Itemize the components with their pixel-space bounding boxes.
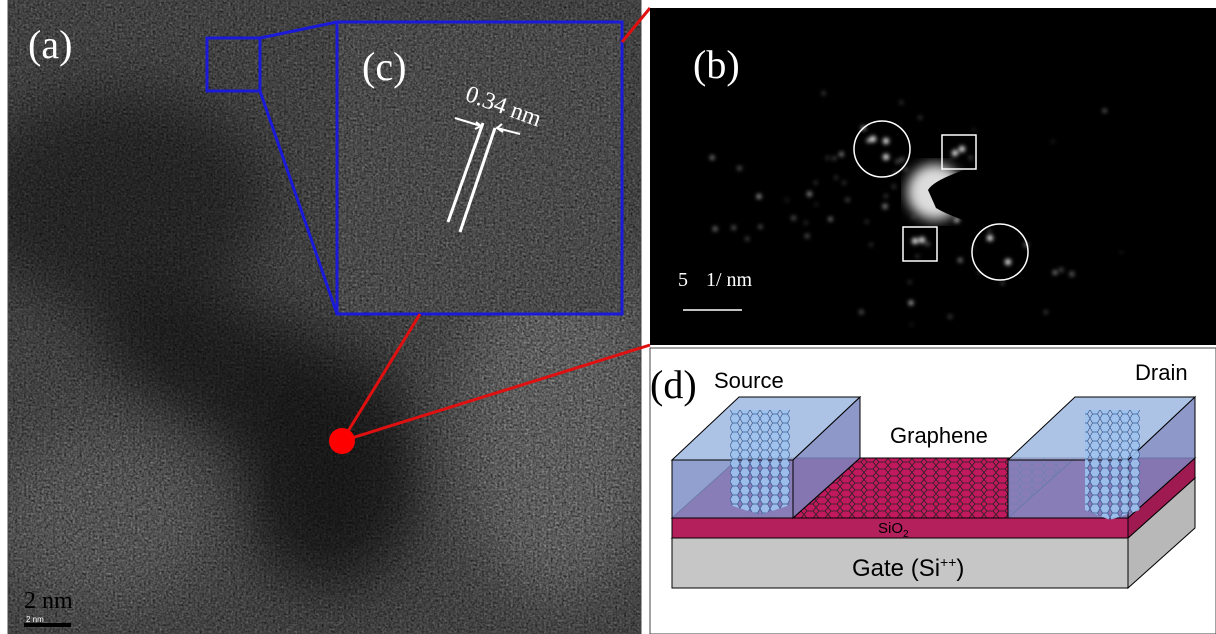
scale-bar	[24, 623, 71, 627]
drain-label: Drain	[1135, 360, 1188, 385]
panel-label: (d)	[650, 362, 697, 407]
scale-bar-label-small: 2 nm	[26, 615, 44, 624]
gate-base: Gate (Si	[852, 555, 940, 582]
panel-label: (b)	[693, 42, 740, 87]
scale-bar-label: 2 nm	[24, 588, 73, 614]
gate-sup: ++	[940, 554, 956, 570]
figure: (a) 2 nm 2 nm (c) 0.34 nm (b) 5 1/ nm (d…	[0, 0, 1216, 634]
scale-unit: 1/ nm	[706, 269, 753, 291]
panel-label: (a)	[28, 22, 72, 67]
oxide-base: SiO	[878, 520, 903, 537]
oxide-sub: 2	[903, 529, 909, 540]
gate-end: )	[956, 555, 964, 582]
source-label: Source	[714, 368, 784, 393]
graphene-label: Graphene	[890, 423, 988, 448]
scale-value: 5	[678, 269, 688, 291]
panel-label: (c)	[362, 44, 406, 89]
pointer-dot	[329, 428, 355, 454]
